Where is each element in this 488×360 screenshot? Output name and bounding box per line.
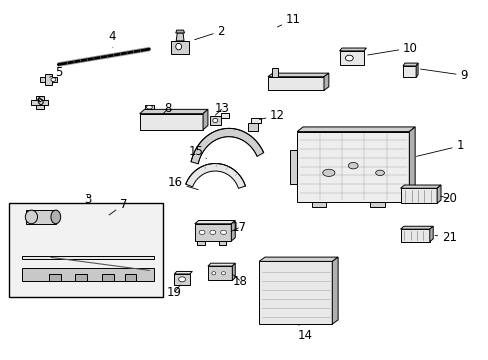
Polygon shape [203,109,207,130]
Ellipse shape [51,78,56,81]
Text: 17: 17 [231,221,246,234]
Text: 5: 5 [50,66,63,79]
Polygon shape [429,226,432,242]
Ellipse shape [38,98,42,102]
Polygon shape [402,66,415,77]
Polygon shape [231,221,235,241]
Text: 15: 15 [188,145,206,158]
Polygon shape [221,113,228,118]
Polygon shape [174,271,192,274]
Text: 19: 19 [166,285,181,300]
Polygon shape [140,114,203,130]
Polygon shape [75,274,87,281]
Polygon shape [400,226,432,229]
Polygon shape [271,68,277,77]
Polygon shape [400,185,440,188]
Polygon shape [436,185,440,203]
Ellipse shape [199,230,204,234]
Ellipse shape [212,118,217,123]
Polygon shape [102,274,114,281]
Text: 16: 16 [167,176,198,190]
Polygon shape [144,105,154,109]
Text: 9: 9 [420,69,467,82]
Polygon shape [248,123,258,131]
Polygon shape [45,74,52,85]
Polygon shape [232,263,235,280]
Text: 13: 13 [215,102,229,115]
Text: 1: 1 [416,139,463,156]
Text: 2: 2 [194,25,224,40]
Polygon shape [219,241,226,244]
Polygon shape [259,257,337,261]
Polygon shape [171,41,188,54]
Polygon shape [259,261,331,324]
Polygon shape [140,109,207,114]
Ellipse shape [220,230,226,234]
Text: 3: 3 [83,193,91,206]
Ellipse shape [221,272,225,275]
Polygon shape [289,149,297,184]
Polygon shape [324,73,328,90]
Polygon shape [311,202,326,207]
Polygon shape [21,256,154,259]
Polygon shape [250,118,260,123]
Text: 12: 12 [259,109,285,122]
Text: 11: 11 [277,13,300,27]
Polygon shape [191,129,263,164]
Ellipse shape [347,162,357,169]
Polygon shape [207,266,232,280]
Polygon shape [31,100,48,105]
Polygon shape [21,267,154,281]
Ellipse shape [209,230,215,234]
Polygon shape [194,221,235,224]
Polygon shape [124,274,136,281]
Polygon shape [25,210,56,224]
Text: 8: 8 [162,103,171,116]
Ellipse shape [322,169,334,176]
Polygon shape [331,257,337,324]
Polygon shape [210,116,221,125]
Ellipse shape [178,277,185,282]
Polygon shape [339,51,363,65]
Text: 7: 7 [109,198,127,215]
Polygon shape [40,77,57,82]
Polygon shape [207,263,235,266]
Text: 6: 6 [36,95,43,108]
Polygon shape [297,132,408,202]
Ellipse shape [175,43,181,50]
Polygon shape [339,48,366,51]
Polygon shape [49,274,61,281]
Ellipse shape [375,170,384,176]
Polygon shape [176,33,183,41]
Polygon shape [185,163,245,188]
Polygon shape [400,229,429,242]
Polygon shape [408,127,414,202]
Text: 20: 20 [440,192,456,205]
Polygon shape [369,202,384,207]
Polygon shape [297,127,414,132]
Text: 4: 4 [108,30,115,47]
Ellipse shape [211,272,215,275]
Polygon shape [36,96,43,109]
Polygon shape [267,73,328,77]
Polygon shape [400,188,436,203]
Polygon shape [402,63,417,66]
Text: 18: 18 [233,275,247,288]
Polygon shape [197,241,204,244]
Ellipse shape [25,210,38,224]
Text: 14: 14 [297,325,312,342]
Polygon shape [267,77,324,90]
Text: 10: 10 [367,41,417,55]
Ellipse shape [51,210,61,224]
Ellipse shape [146,105,152,109]
Ellipse shape [345,55,352,61]
Polygon shape [174,274,189,285]
Polygon shape [175,30,184,33]
Text: 21: 21 [434,231,456,244]
Polygon shape [194,224,231,241]
Polygon shape [415,63,417,77]
Bar [9,203,163,297]
